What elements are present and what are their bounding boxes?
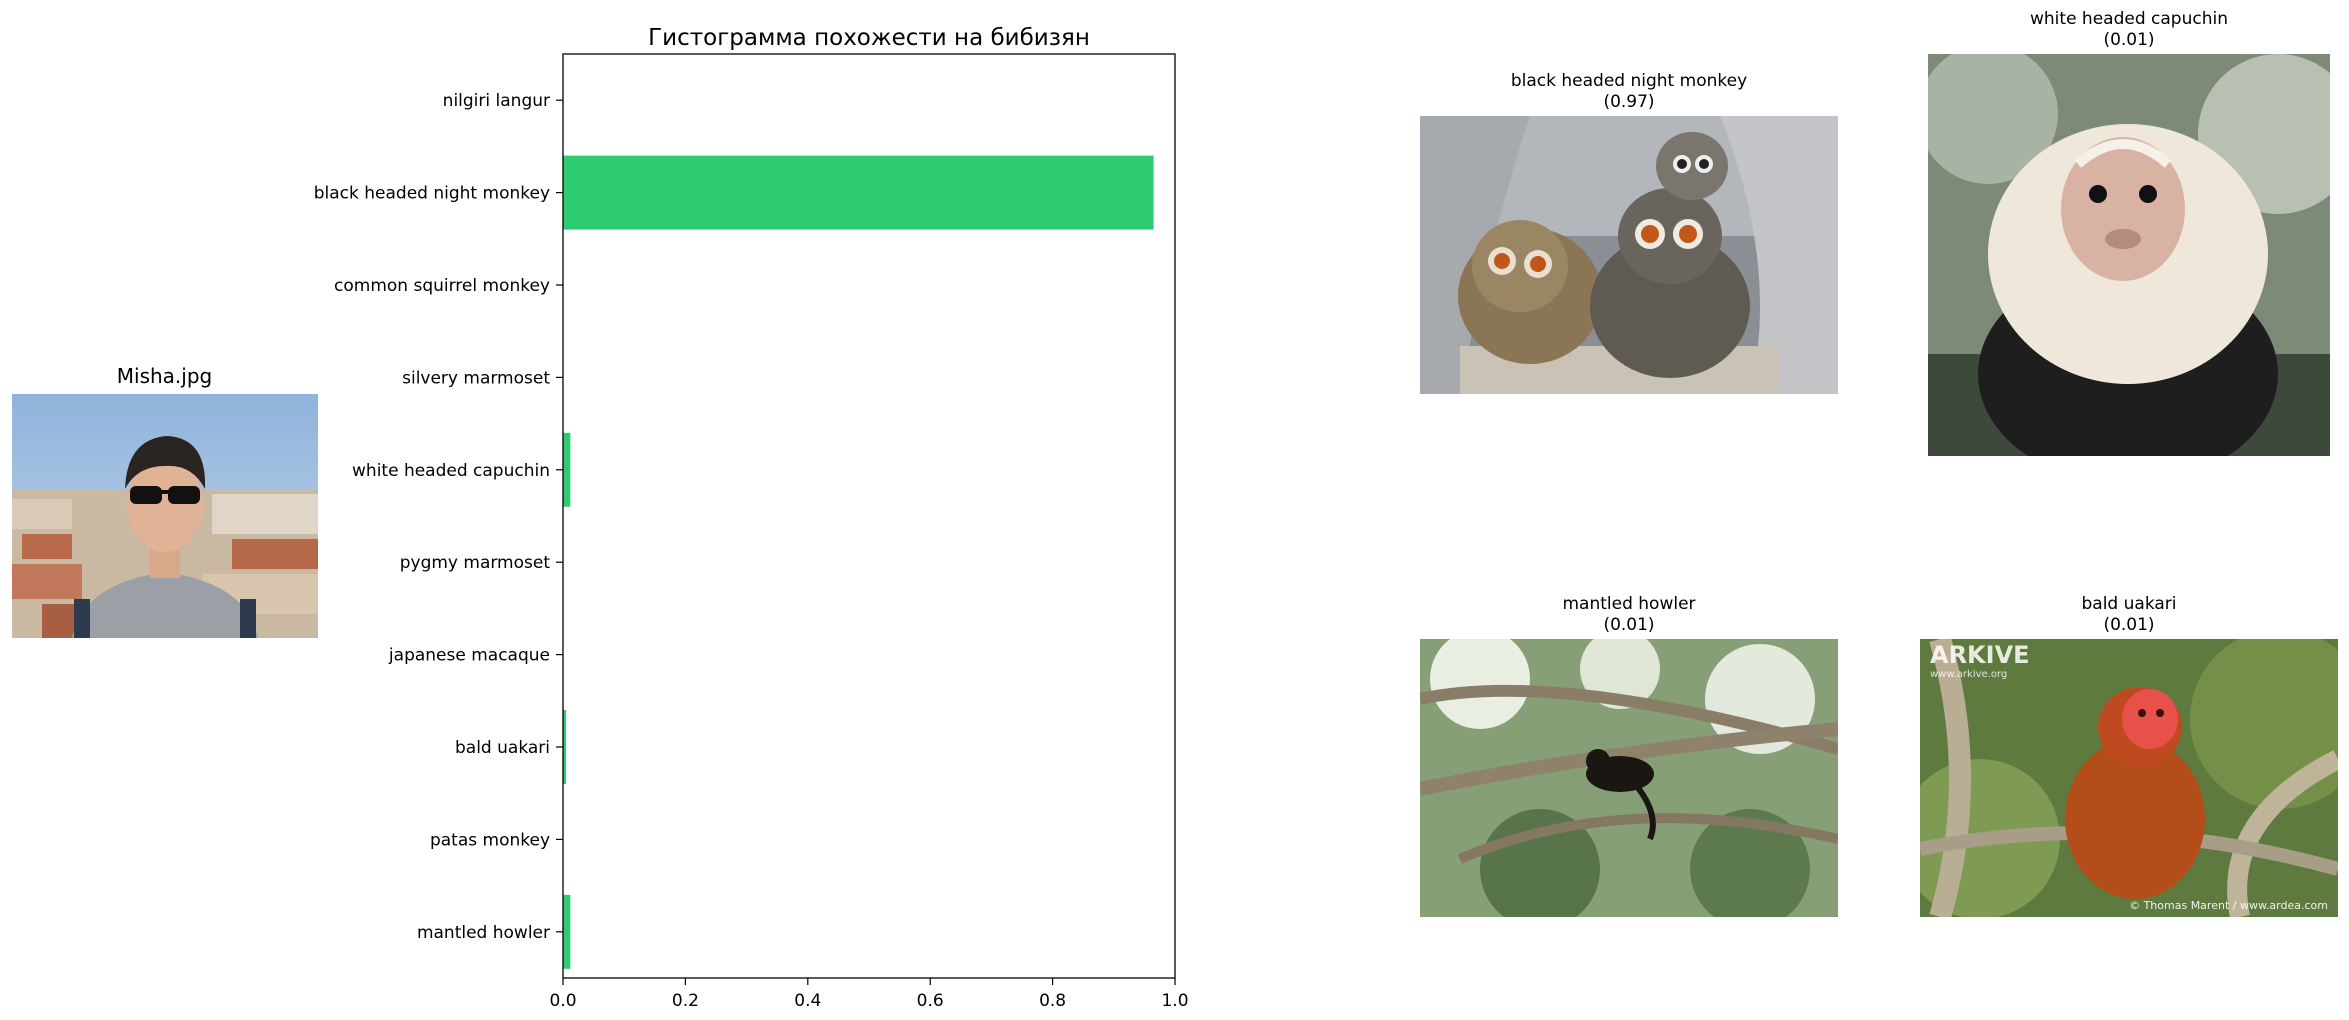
similarity-histogram: Гистограмма похожести на бибизян nilgiri… [314,25,1189,1011]
bar-bald-uakari [563,710,567,784]
match-1-name: black headed night monkey [1510,71,1748,91]
axes-frame [562,53,1176,979]
bar-black-headed-night-monkey [563,155,1154,230]
y-tick-label: silvery marmoset [402,368,550,388]
match-4-image: ARKIVE www.arkive.org © Thomas Marent / … [1920,639,2338,917]
x-tick-label: 0.4 [794,991,821,1011]
match-1-title: black headed night monkey (0.97) [1420,71,1838,113]
user-photo [12,394,318,638]
match-3-image [1420,639,1838,917]
match-3-score: (0.01) [1603,615,1655,635]
y-tick-label: black headed night monkey [314,184,550,204]
x-tick-label: 0.6 [917,991,944,1011]
match-1-image [1420,116,1838,394]
match-1-score: (0.97) [1603,92,1655,112]
match-4-score: (0.01) [2103,615,2155,635]
x-tick-label: 1.0 [1161,991,1188,1011]
y-tick-label: japanese macaque [388,646,550,666]
y-tick-label: mantled howler [417,923,550,943]
match-2-title: white headed capuchin (0.01) [1928,9,2330,51]
x-tick-label: 0.8 [1039,991,1066,1011]
match-2-image [1928,54,2330,456]
y-tick-label: nilgiri langur [443,91,550,111]
match-4-name: bald uakari [2081,594,2177,614]
match-3-name: mantled howler [1562,594,1696,614]
match-2-score: (0.01) [2103,30,2155,50]
match-4-title: bald uakari (0.01) [1920,594,2338,636]
match-2-name: white headed capuchin [2030,9,2228,29]
arkive-logo: ARKIVE [1930,641,2030,669]
y-tick-label: white headed capuchin [352,461,550,481]
bar-mantled-howler [563,894,571,969]
photo-credit: © Thomas Marent / www.ardea.com [2129,899,2328,912]
x-tick-label: 0.2 [672,991,699,1011]
bar-white-headed-capuchin [563,432,571,507]
chart-title: Гистограмма похожести на бибизян [648,25,1090,51]
arkive-url: www.arkive.org [1930,669,2007,680]
y-tick-label: bald uakari [455,738,550,758]
y-tick-label: common squirrel monkey [334,276,550,296]
y-tick-label: pygmy marmoset [400,553,551,573]
left-image-title: Misha.jpg [116,364,213,388]
y-tick-label: patas monkey [430,830,550,850]
match-3-title: mantled howler (0.01) [1420,594,1838,636]
x-tick-label: 0.0 [549,991,576,1011]
